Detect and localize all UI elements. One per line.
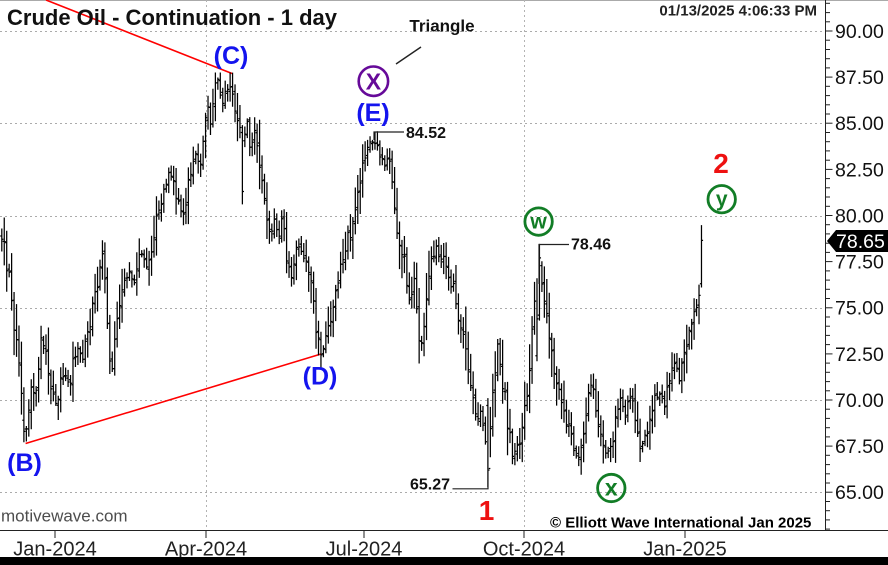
svg-text:78.46: 78.46 [571, 237, 611, 254]
svg-text:85.00: 85.00 [835, 113, 884, 135]
svg-text:Jan-2025: Jan-2025 [643, 539, 726, 561]
svg-text:75.00: 75.00 [835, 298, 884, 320]
svg-text:77.50: 77.50 [835, 252, 884, 274]
svg-text:2: 2 [713, 148, 729, 179]
svg-text:90.00: 90.00 [835, 21, 884, 43]
svg-text:w: w [529, 211, 547, 234]
svg-text:x: x [605, 475, 618, 501]
svg-text:78.65: 78.65 [836, 231, 885, 253]
svg-text:1: 1 [479, 495, 495, 526]
svg-text:Apr-2024: Apr-2024 [165, 539, 247, 561]
svg-text:motivewave.com: motivewave.com [1, 507, 128, 526]
svg-text:65.27: 65.27 [410, 477, 450, 494]
svg-text:87.50: 87.50 [835, 67, 884, 89]
svg-text:(E): (E) [356, 99, 389, 127]
svg-text:Oct-2024: Oct-2024 [483, 539, 565, 561]
svg-text:Jan-2024: Jan-2024 [13, 539, 96, 561]
svg-text:© Elliott Wave International J: © Elliott Wave International Jan 2025 [550, 515, 811, 532]
svg-text:Triangle: Triangle [409, 17, 474, 36]
svg-text:84.52: 84.52 [406, 125, 446, 142]
svg-text:72.50: 72.50 [835, 344, 884, 366]
svg-text:65.00: 65.00 [835, 482, 884, 504]
svg-text:70.00: 70.00 [835, 390, 884, 412]
svg-text:Jul-2024: Jul-2024 [326, 539, 403, 561]
svg-text:82.50: 82.50 [835, 159, 884, 181]
svg-text:01/13/2025 4:06:33 PM: 01/13/2025 4:06:33 PM [659, 3, 817, 20]
svg-text:Crude Oil - Continuation - 1 d: Crude Oil - Continuation - 1 day [7, 5, 338, 30]
svg-text:80.00: 80.00 [835, 205, 884, 227]
svg-text:(C): (C) [214, 42, 249, 70]
svg-text:(D): (D) [303, 363, 338, 391]
svg-text:67.50: 67.50 [835, 436, 884, 458]
svg-text:y: y [716, 188, 728, 211]
svg-text:(B): (B) [7, 449, 42, 477]
svg-text:X: X [366, 69, 382, 95]
